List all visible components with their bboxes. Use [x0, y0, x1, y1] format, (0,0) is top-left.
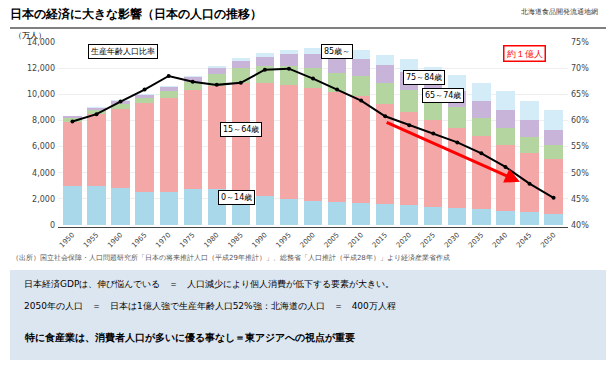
svg-text:2025: 2025	[419, 231, 437, 249]
svg-text:45%: 45%	[571, 195, 589, 204]
svg-text:2010: 2010	[347, 231, 365, 249]
svg-text:15～64歳: 15～64歳	[223, 125, 259, 134]
svg-text:10,000: 10,000	[27, 90, 55, 99]
svg-text:2045: 2045	[515, 231, 533, 249]
svg-text:2000: 2000	[299, 231, 317, 249]
svg-text:40%: 40%	[571, 221, 589, 230]
svg-text:75%: 75%	[571, 38, 589, 47]
svg-text:1995: 1995	[275, 231, 293, 249]
svg-text:60%: 60%	[571, 116, 589, 125]
svg-text:0: 0	[50, 221, 55, 230]
svg-text:14,000: 14,000	[27, 38, 55, 47]
svg-text:1955: 1955	[82, 231, 100, 249]
svg-text:約１億人: 約１億人	[507, 49, 543, 59]
svg-text:日本の経済に大きな影響（日本の人口の推移）: 日本の経済に大きな影響（日本の人口の推移）	[10, 7, 262, 21]
svg-text:2050年の人口 ＝ 日本は1億人強で生産年齢人口52%強：: 2050年の人口 ＝ 日本は1億人強で生産年齢人口52%強：北海道の人口 ＝ 4…	[24, 301, 396, 311]
svg-text:85歳～: 85歳～	[324, 47, 350, 56]
svg-text:65%: 65%	[571, 90, 589, 99]
svg-text:12,000: 12,000	[27, 64, 55, 73]
svg-text:4,000: 4,000	[32, 169, 55, 178]
svg-text:0～14歳: 0～14歳	[221, 193, 252, 202]
svg-text:70%: 70%	[571, 64, 589, 73]
svg-text:2,000: 2,000	[32, 195, 55, 204]
svg-text:北海道食品開発流通地網: 北海道食品開発流通地網	[521, 8, 598, 16]
svg-text:2020: 2020	[395, 231, 413, 249]
svg-text:8,000: 8,000	[32, 116, 55, 125]
svg-text:（出所）国立社会保障・人口問題研究所「日本の将来推計人口（平: （出所）国立社会保障・人口問題研究所「日本の将来推計人口（平成29年推計）」、総…	[12, 254, 450, 262]
svg-text:特に食産業は、消費者人口が多いに優る事なし＝東アジアへの視点: 特に食産業は、消費者人口が多いに優る事なし＝東アジアへの視点が重要	[24, 332, 355, 344]
svg-text:2005: 2005	[323, 231, 341, 249]
svg-text:（万人）: （万人）	[14, 31, 46, 40]
svg-text:55%: 55%	[571, 142, 589, 151]
svg-text:2015: 2015	[371, 231, 389, 249]
svg-text:6,000: 6,000	[32, 142, 55, 151]
svg-text:1960: 1960	[106, 231, 124, 249]
svg-text:50%: 50%	[571, 169, 589, 178]
svg-text:1980: 1980	[202, 231, 220, 249]
svg-text:日本経済GDPは、伸び悩んでいる ＝ 人口減少により個人消費: 日本経済GDPは、伸び悩んでいる ＝ 人口減少により個人消費が低下する要素が大き…	[24, 279, 394, 289]
svg-text:2030: 2030	[443, 231, 461, 249]
svg-text:1970: 1970	[154, 231, 172, 249]
svg-text:65～74歳: 65～74歳	[425, 91, 461, 100]
svg-text:2050: 2050	[539, 231, 557, 249]
svg-text:1965: 1965	[130, 231, 148, 249]
svg-text:2035: 2035	[467, 231, 485, 249]
svg-text:生産年齢人口比率: 生産年齢人口比率	[91, 47, 155, 56]
svg-text:2040: 2040	[491, 231, 509, 249]
svg-text:75～84歳: 75～84歳	[406, 73, 442, 82]
svg-text:1985: 1985	[226, 231, 244, 249]
svg-text:1950: 1950	[58, 231, 76, 249]
svg-text:1990: 1990	[251, 231, 269, 249]
svg-text:1975: 1975	[178, 231, 196, 249]
